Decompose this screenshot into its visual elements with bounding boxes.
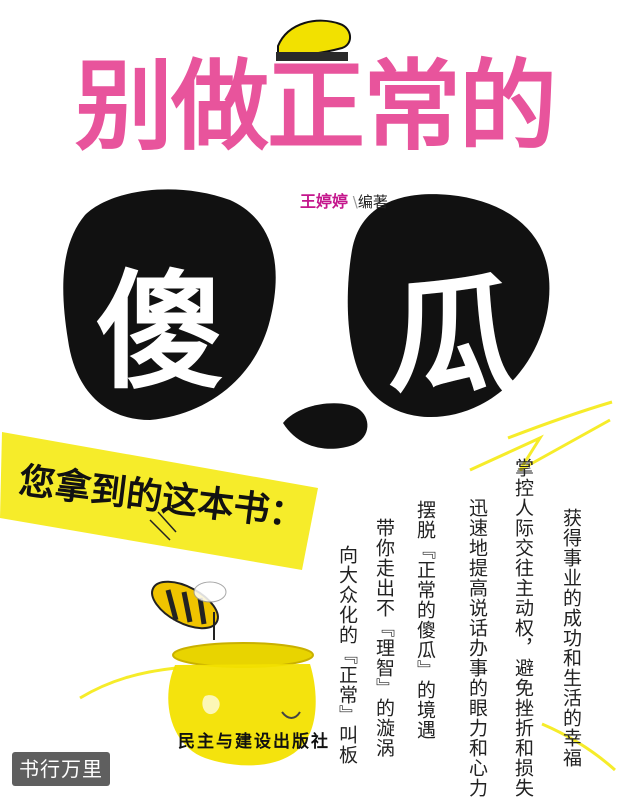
editor-name: 王婷婷 bbox=[300, 192, 349, 211]
bee-icon bbox=[149, 511, 227, 640]
honey-pot-icon bbox=[168, 642, 316, 766]
big-char-gua: 瓜 bbox=[388, 261, 517, 411]
watermark-text: 书行万里 bbox=[19, 757, 103, 781]
book-title: 别做正常的 bbox=[74, 50, 557, 164]
blurb-line-1: 获得事业的成功和生活的幸福 bbox=[559, 508, 582, 768]
right-eye-shape bbox=[347, 194, 550, 418]
blurb-line-2: 掌控人际交往主动权，避免挫折和损失 bbox=[511, 458, 534, 798]
blurb-line-3: 迅速地提高说话办事的眼力和心力 bbox=[465, 498, 488, 798]
big-char-sha: 傻 bbox=[96, 257, 225, 407]
accent-stroke bbox=[79, 666, 177, 700]
blurb-line-6: 向大众化的『正常』叫板 bbox=[335, 545, 358, 765]
publisher-name: 民主与建设出版社 bbox=[178, 732, 330, 752]
editor-role: 编著 bbox=[357, 193, 388, 211]
left-eye-shape bbox=[63, 189, 276, 420]
accent-stroke bbox=[507, 400, 613, 440]
blurb-line-5: 带你走出不『理智』的漩涡 bbox=[372, 518, 395, 758]
blurb-line-4: 摆脱『正常的傻瓜』的境遇 bbox=[413, 500, 436, 740]
banner-shape bbox=[0, 432, 318, 570]
nose-shape bbox=[283, 403, 368, 449]
editor-credit: 王婷婷 \编著 bbox=[300, 192, 388, 211]
accent-stroke bbox=[541, 722, 617, 772]
accent-stroke bbox=[469, 418, 611, 472]
watermark-badge: 书行万里 bbox=[12, 752, 110, 786]
yellow-hat-icon bbox=[276, 19, 351, 61]
